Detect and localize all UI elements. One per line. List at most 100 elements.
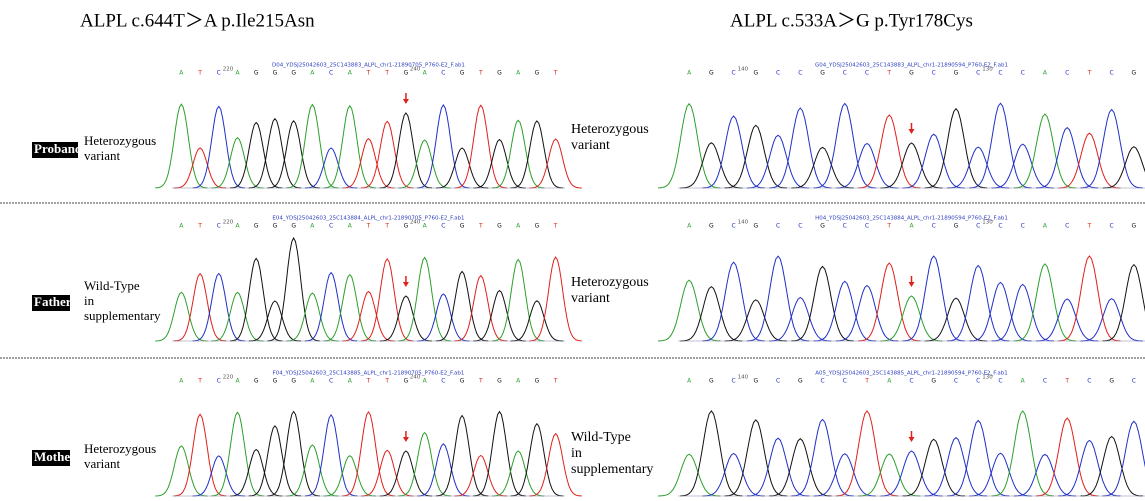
left-status: Heterozygous <box>84 133 156 148</box>
peak <box>155 446 207 496</box>
peak <box>947 266 1009 341</box>
base-letter: T <box>197 70 202 77</box>
base-letter: A <box>348 223 353 230</box>
peak <box>473 291 525 341</box>
left-status: variant <box>84 456 120 471</box>
peak <box>880 296 942 341</box>
peak <box>155 292 207 341</box>
peak <box>1014 264 1076 341</box>
base-letter: C <box>798 70 802 77</box>
base-letter: C <box>909 378 913 385</box>
base-letter: C <box>441 70 445 77</box>
base-letter: G <box>754 378 759 385</box>
peak <box>286 105 338 188</box>
peak <box>473 140 525 188</box>
peak <box>361 450 413 496</box>
peak <box>791 420 853 496</box>
peak <box>658 104 720 188</box>
trace-file: F04_YDSJ25042603_25C143885_ALPL_chr1-218… <box>273 371 465 377</box>
peak <box>725 420 787 496</box>
peak <box>1103 421 1145 496</box>
base-letter: G <box>820 70 825 77</box>
base-letter: C <box>1087 378 1091 385</box>
peak <box>211 138 263 188</box>
base-letter: T <box>478 378 483 385</box>
right-title: ALPL c.533A＞G p.Tyr178Cys <box>730 10 973 31</box>
base-letter: C <box>932 223 936 230</box>
peak <box>267 412 319 496</box>
base-letter: G <box>273 378 278 385</box>
base-letter: A <box>516 378 521 385</box>
arrow-head <box>909 282 915 287</box>
position-label: 140 <box>738 375 749 381</box>
base-letter: C <box>441 378 445 385</box>
peak <box>361 121 413 187</box>
peak <box>342 292 394 342</box>
peak <box>658 280 720 341</box>
peak <box>880 143 942 188</box>
base-letter: G <box>798 378 803 385</box>
arrow-head <box>403 282 409 287</box>
base-letter: T <box>478 223 483 230</box>
base-letter: T <box>553 70 558 77</box>
peak <box>267 121 319 188</box>
base-letter: G <box>709 378 714 385</box>
base-letter: G <box>1132 223 1137 230</box>
right-status: Wild-Type <box>571 430 631 445</box>
peak <box>1103 147 1145 188</box>
peak <box>925 109 987 188</box>
position-label: 140 <box>738 220 749 226</box>
base-letter: C <box>731 70 735 77</box>
base-letter: A <box>1021 378 1026 385</box>
peak <box>230 258 282 341</box>
base-letter: G <box>404 223 409 230</box>
base-letter: C <box>731 378 735 385</box>
base-letter: G <box>254 70 259 77</box>
base-letter: T <box>1087 70 1092 77</box>
peak <box>455 456 507 497</box>
base-letter: A <box>687 70 692 77</box>
base-letter: A <box>235 223 240 230</box>
base-letter: A <box>687 378 692 385</box>
position-label: 130 <box>982 375 993 381</box>
base-letter: C <box>217 378 221 385</box>
peak <box>417 444 469 496</box>
peak <box>342 412 394 496</box>
base-letter: G <box>291 223 296 230</box>
base-letter: C <box>1021 70 1025 77</box>
base-letter: C <box>976 223 980 230</box>
right-status: Heterozygous <box>571 122 649 137</box>
left-title: ALPL c.644T＞A p.Ile215Asn <box>80 10 315 31</box>
peak <box>417 105 469 188</box>
base-letter: C <box>329 378 333 385</box>
peak <box>380 113 432 188</box>
row-label: Proband <box>34 141 83 156</box>
peak <box>1036 299 1098 341</box>
base-letter: G <box>709 223 714 230</box>
base-letter: G <box>909 70 914 77</box>
left-status: Heterozygous <box>84 441 156 456</box>
peak <box>193 274 245 341</box>
peak <box>925 438 987 496</box>
peak <box>324 275 376 341</box>
peak <box>1081 299 1143 341</box>
base-letter: A <box>348 70 353 77</box>
peak <box>174 274 226 341</box>
base-letter: T <box>384 70 389 77</box>
peak <box>1081 437 1143 496</box>
peak <box>703 262 765 341</box>
base-letter: C <box>998 223 1002 230</box>
peak <box>1058 133 1120 188</box>
peak <box>725 300 787 341</box>
base-letter: G <box>954 70 959 77</box>
base-letter: C <box>1110 70 1114 77</box>
position-label: 220 <box>223 220 234 226</box>
base-letter: G <box>931 378 936 385</box>
trace-file: A05_YDSJ25042603_25C143885_ALPL_chr1-218… <box>815 371 1007 377</box>
peak <box>211 412 263 496</box>
peak <box>361 259 413 341</box>
base-letter: A <box>1043 70 1048 77</box>
left-status: Wild-Type <box>84 278 140 293</box>
base-letter: T <box>384 223 389 230</box>
peak <box>836 286 898 341</box>
